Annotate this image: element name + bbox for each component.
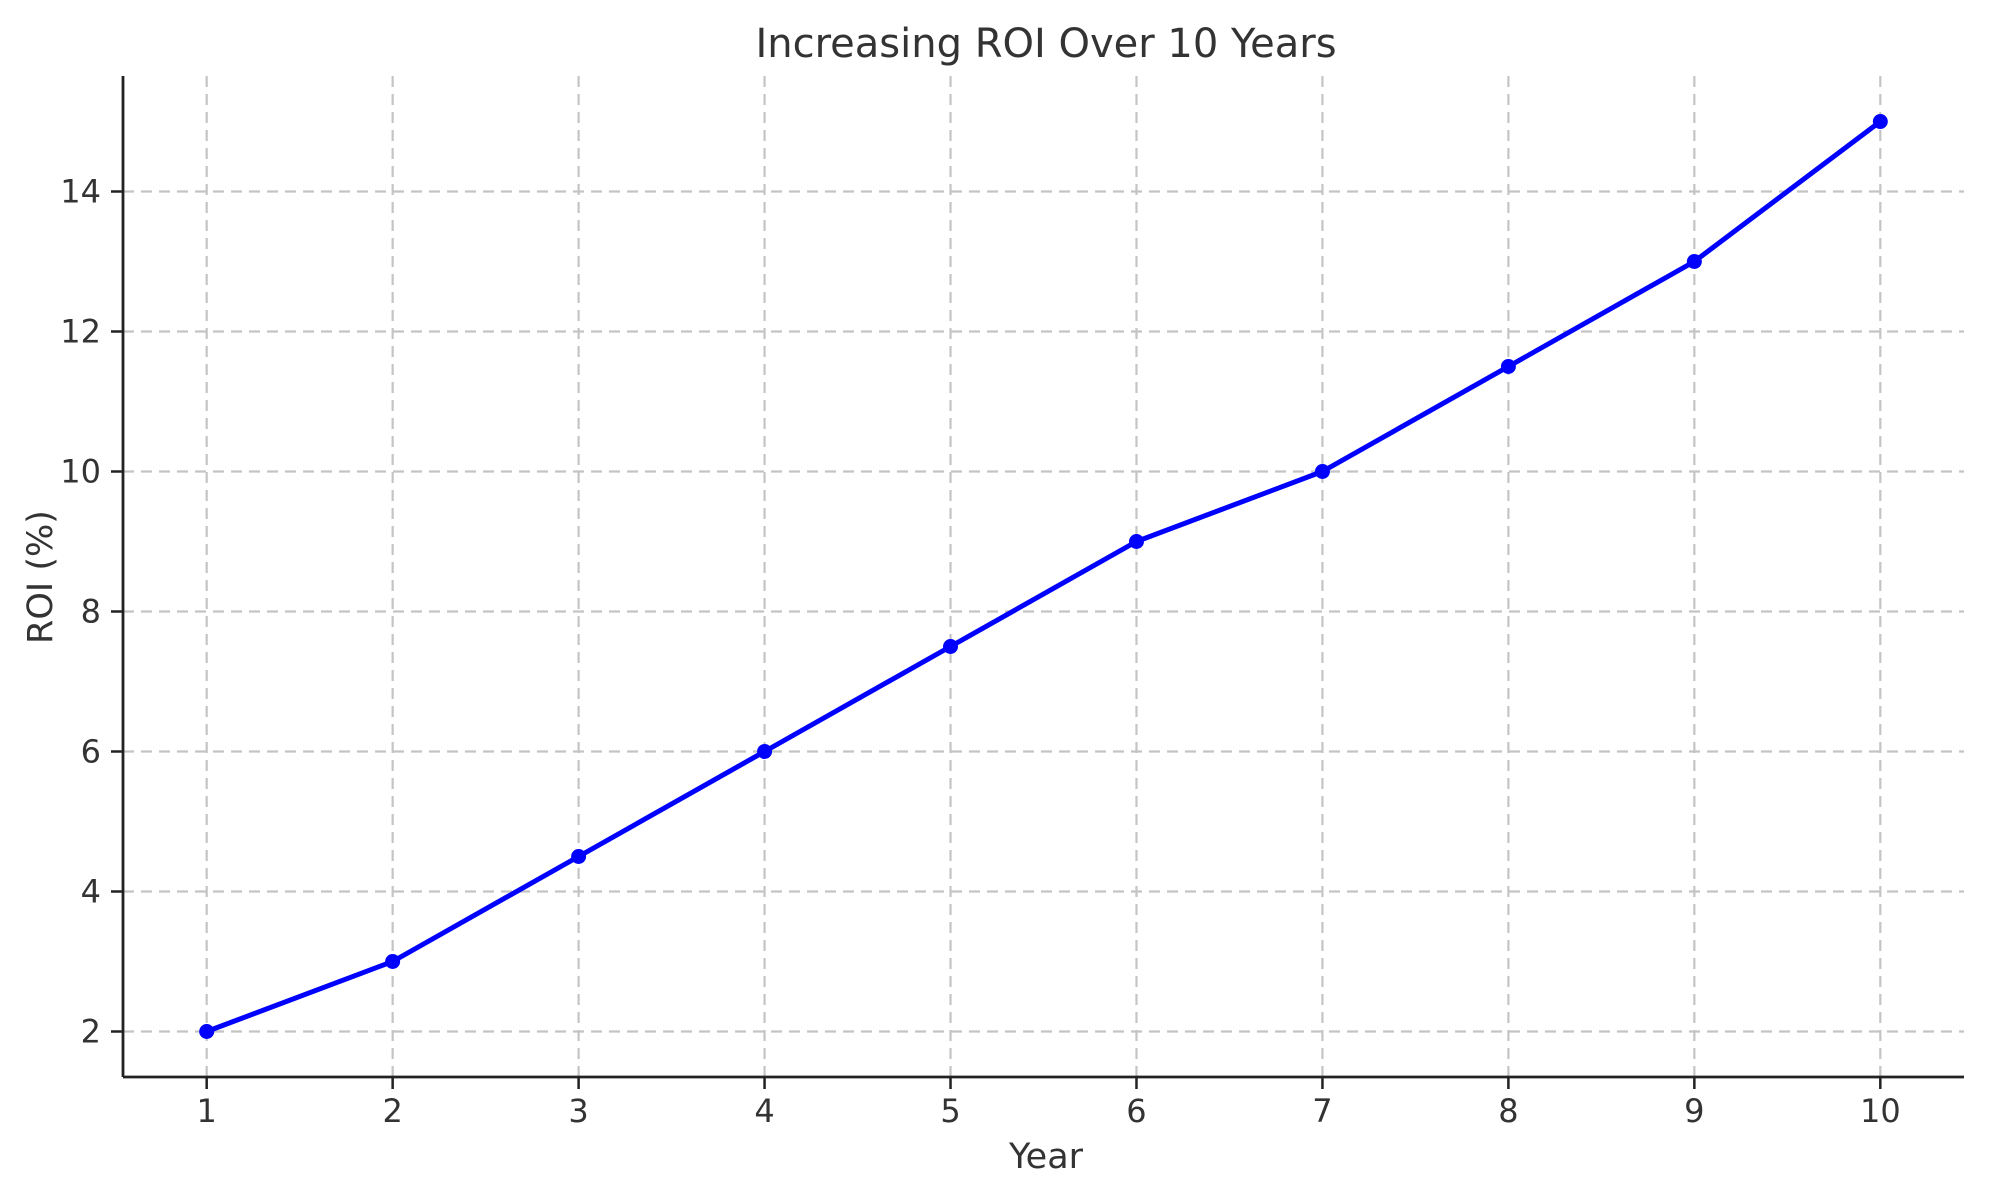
x-tick-label: 6: [1126, 1092, 1146, 1130]
data-point-marker: [385, 954, 401, 969]
x-tick-label: 5: [940, 1092, 960, 1130]
x-tick-label: 7: [1312, 1092, 1332, 1130]
data-point-marker: [199, 1024, 215, 1039]
y-tick-label: 6: [81, 733, 101, 771]
x-tick-label: 10: [1860, 1092, 1901, 1130]
x-axis-label: Year: [1008, 1137, 1084, 1177]
y-tick-label: 2: [81, 1013, 101, 1051]
series-line: [204, 119, 1883, 1034]
y-tick-label: 8: [81, 593, 101, 631]
data-point-marker: [1686, 254, 1702, 269]
x-tick-label: 2: [382, 1092, 402, 1130]
y-tick-label: 12: [60, 313, 101, 351]
gridlines: [123, 76, 1964, 1077]
data-point-marker: [1314, 464, 1330, 479]
x-tick-label: 9: [1684, 1092, 1704, 1130]
data-point-marker: [1500, 359, 1516, 374]
y-tick-label: 14: [60, 173, 101, 211]
x-tick-label: 3: [568, 1092, 588, 1130]
x-tick-label: 4: [754, 1092, 774, 1130]
data-point-marker: [1872, 114, 1888, 129]
data-point-marker: [1128, 534, 1144, 549]
chart-title: Increasing ROI Over 10 Years: [755, 21, 1336, 67]
data-point-marker: [757, 744, 773, 759]
data-point-marker: [571, 849, 587, 864]
roi-data-series: [199, 114, 1888, 1039]
y-axis-label: ROI (%): [21, 510, 61, 644]
x-tick-label: 1: [197, 1092, 217, 1130]
y-tick-label: 10: [60, 453, 101, 491]
data-point-marker: [943, 639, 959, 654]
x-tick-label: 8: [1498, 1092, 1518, 1130]
y-tick-label: 4: [81, 873, 101, 911]
